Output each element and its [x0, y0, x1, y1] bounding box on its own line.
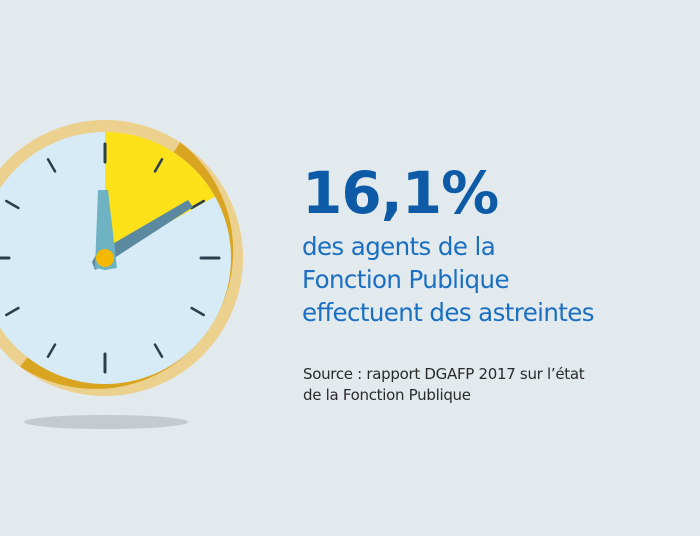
hour-hand: [95, 190, 117, 270]
clock-tick: [153, 158, 164, 173]
clock-highlight-wedge: [105, 132, 216, 258]
clock-hub: [96, 249, 114, 267]
stat-description-line: des agents de la: [302, 232, 496, 261]
clock-tick: [46, 343, 57, 358]
clock-tick: [190, 199, 205, 210]
clock-ticks: [0, 142, 221, 374]
clock-shadow: [24, 415, 188, 429]
stat-description-line: Fonction Publique: [302, 265, 510, 294]
stat-description-line: effectuent des astreintes: [302, 298, 595, 327]
clock-tick: [5, 306, 20, 317]
clock-tick: [46, 158, 57, 173]
clock-tick: [153, 343, 164, 358]
minute-hand: [92, 200, 193, 270]
clock-tick: [5, 199, 20, 210]
source-note: Source : rapport DGAFP 2017 sur l’état d…: [303, 364, 693, 406]
stat-block: 16,1% des agents de la Fonction Publique…: [302, 160, 692, 329]
clock-tick: [190, 306, 205, 317]
source-line: Source : rapport DGAFP 2017 sur l’état: [303, 365, 585, 383]
stat-value: 16,1%: [302, 159, 499, 227]
stat-description: des agents de la Fonction Publique effec…: [302, 230, 692, 329]
source-line: de la Fonction Publique: [303, 386, 471, 404]
